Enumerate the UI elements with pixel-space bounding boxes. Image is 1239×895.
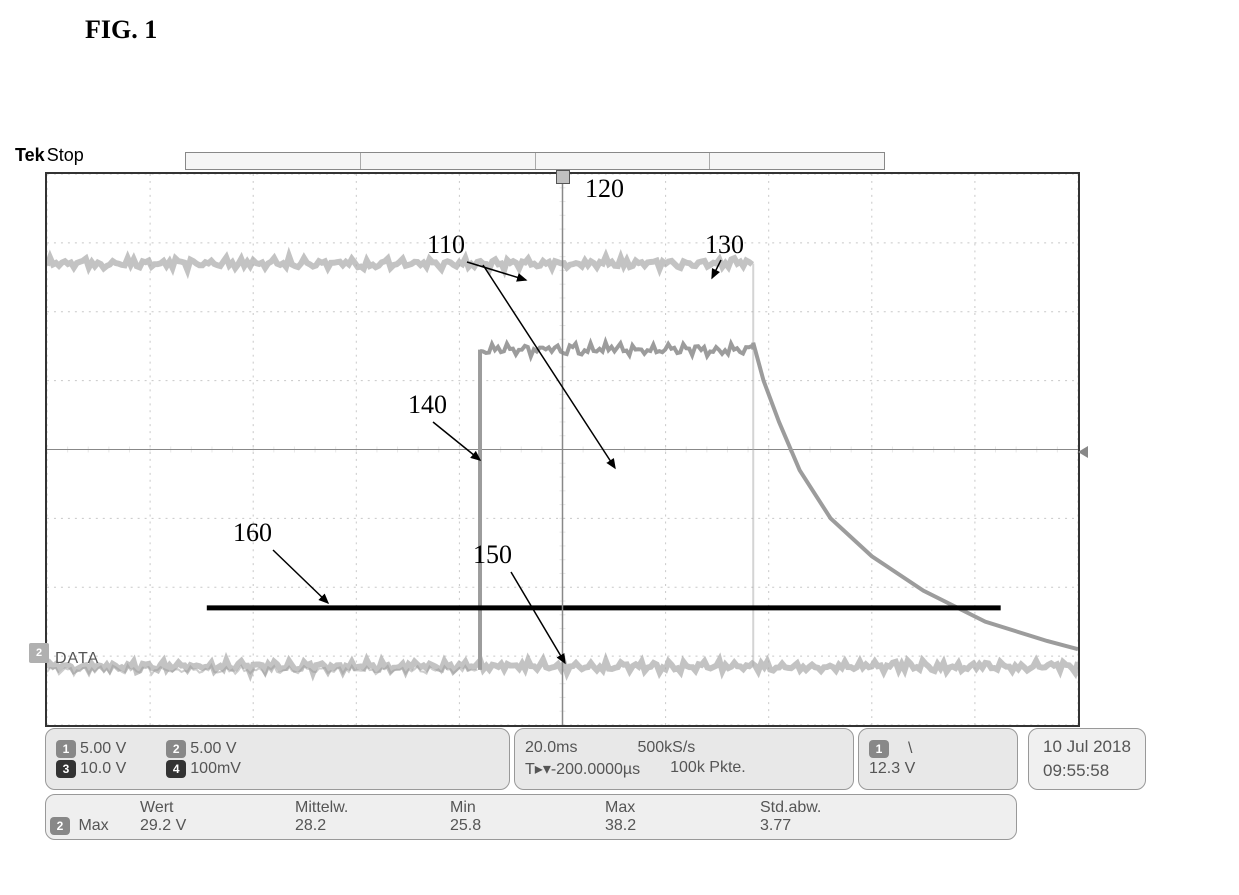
measurement-stats: Wert Mittelw. Min Max Std.abw. 2 Max 29.… [45,794,1017,840]
sample-rate: 500kS/s [637,739,695,757]
channel-settings-left: 15.00 V 25.00 V 310.0 V 4100mV [45,728,510,790]
record-points: 100k Pkte. [670,759,746,779]
callout-140: 140 [408,390,447,420]
figure-label: FIG. 1 [85,15,157,45]
brand-status: TekStop [15,145,84,166]
stats-v-min: 25.8 [450,817,605,835]
stats-v-wert: 29.2 V [140,817,295,835]
acq-segment [186,153,361,169]
timestamp-box: 10 Jul 2018 09:55:58 [1028,728,1146,790]
stats-v-max: 38.2 [605,817,760,835]
trigger-level-icon [1078,446,1088,458]
data-label: DATA [55,650,99,668]
waveform-display: 2 DATA [45,172,1080,727]
stats-h-std: Std.abw. [760,799,915,817]
stats-h-wert: Wert [140,799,295,817]
timebase-settings: 20.0ms 500kS/s T▸▾-200.0000µs 100k Pkte. [514,728,854,790]
timebase-tdiv: 20.0ms [525,739,577,757]
ch2-badge: 2 [166,740,186,758]
stats-ch-badge: 2 [50,817,70,835]
ch1-badge: 1 [56,740,76,758]
delay-value: -200.0000µs [551,761,640,778]
ch4-value: 100mV [190,760,241,777]
stats-h-max: Max [605,799,760,817]
trigger-ch-badge: 1 [869,740,889,758]
acq-segment [361,153,536,169]
timestamp-date: 10 Jul 2018 [1043,735,1131,759]
stats-h-min: Min [450,799,605,817]
stats-h-mittel: Mittelw. [295,799,450,817]
stats-name: Max [78,817,108,834]
stats-v-mittel: 28.2 [295,817,450,835]
brand-label: Tek [15,145,45,165]
acquisition-bar [185,152,885,170]
ch2-value: 5.00 V [190,740,236,757]
callout-150: 150 [473,540,512,570]
acq-segment [710,153,884,169]
channel-badge-2: 2 [29,643,49,663]
trigger-position-icon [556,170,570,184]
waveform-svg [47,174,1078,725]
stats-v-std: 3.77 [760,817,915,835]
callout-160: 160 [233,518,272,548]
callout-110: 110 [427,230,465,260]
ch4-badge: 4 [166,760,186,778]
acq-segment [536,153,711,169]
callout-120: 120 [585,174,624,204]
trigger-level: 12.3 V [869,760,1007,778]
status-label: Stop [47,145,84,165]
callout-130: 130 [705,230,744,260]
trigger-slope-icon: \ [908,740,912,758]
ch3-value: 10.0 V [80,760,126,777]
delay-label: T [525,761,535,778]
ch1-value: 5.00 V [80,740,126,757]
timestamp-time: 09:55:58 [1043,759,1131,783]
ch3-badge: 3 [56,760,76,778]
info-panel: 15.00 V 25.00 V 310.0 V 4100mV 20.0ms 50… [45,728,1225,844]
trigger-settings: 1 \ 12.3 V [858,728,1018,790]
